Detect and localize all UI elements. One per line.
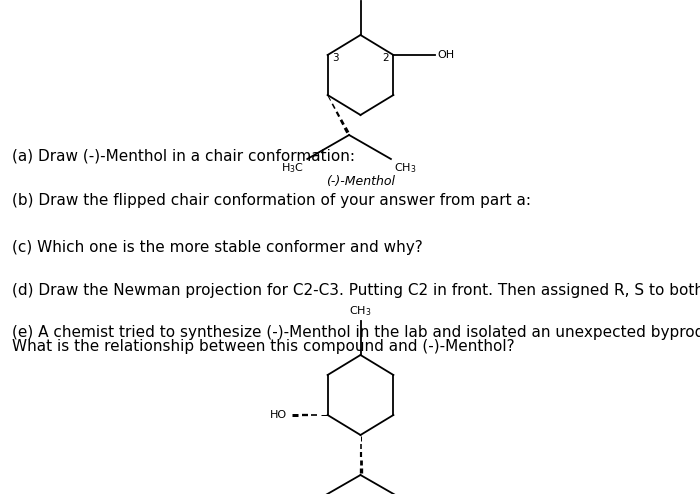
Text: (-)-Menthol: (-)-Menthol (326, 175, 395, 188)
Text: HO: HO (270, 410, 286, 420)
Text: 3: 3 (332, 53, 339, 63)
Text: (c) Which one is the more stable conformer and why?: (c) Which one is the more stable conform… (12, 240, 423, 255)
Text: What is the relationship between this compound and (-)-Menthol?: What is the relationship between this co… (12, 339, 514, 354)
Text: OH: OH (438, 50, 454, 60)
Text: (d) Draw the Newman projection for C2-C3. Putting C2 in front. Then assigned R, : (d) Draw the Newman projection for C2-C3… (12, 283, 700, 298)
Text: (e) A chemist tried to synthesize (-)-Menthol in the lab and isolated an unexpec: (e) A chemist tried to synthesize (-)-Me… (12, 325, 700, 340)
Text: (a) Draw (-)-Menthol in a chair conformation:: (a) Draw (-)-Menthol in a chair conforma… (12, 148, 355, 163)
Text: (b) Draw the flipped chair conformation of your answer from part a:: (b) Draw the flipped chair conformation … (12, 193, 531, 208)
Text: H$_3$C: H$_3$C (281, 161, 304, 175)
Text: 2: 2 (382, 53, 389, 63)
Text: CH$_3$: CH$_3$ (349, 304, 372, 318)
Text: CH$_3$: CH$_3$ (394, 161, 416, 175)
